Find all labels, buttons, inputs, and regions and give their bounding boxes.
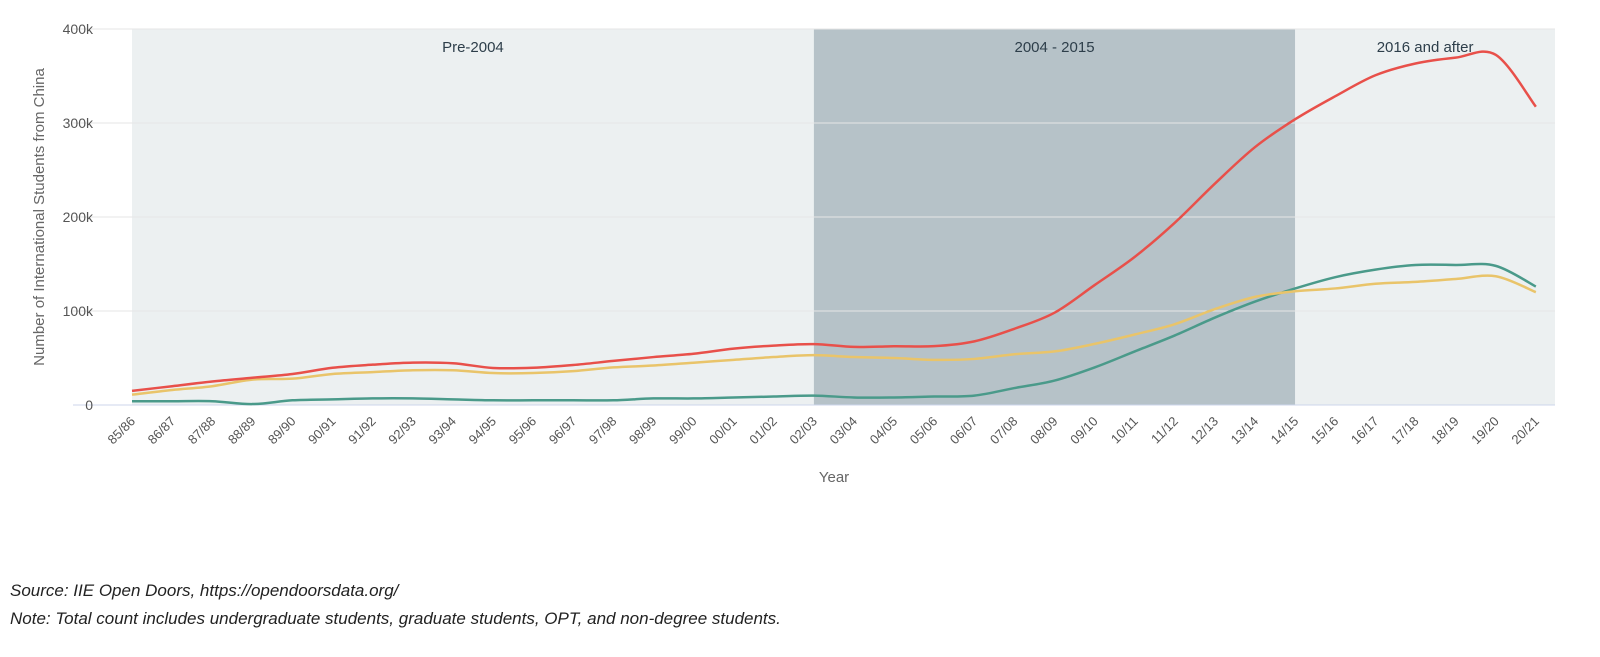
x-tick-label: 97/98 bbox=[586, 414, 620, 448]
x-tick-label: 86/87 bbox=[145, 414, 179, 448]
x-tick-label: 00/01 bbox=[706, 414, 740, 448]
x-tick-label: 11/12 bbox=[1148, 414, 1181, 447]
y-tick-label: 300k bbox=[63, 115, 94, 131]
x-tick-label: 99/00 bbox=[666, 414, 700, 448]
x-tick-label: 19/20 bbox=[1468, 414, 1502, 448]
band-label: Pre-2004 bbox=[442, 39, 504, 56]
y-tick-label: 0 bbox=[85, 397, 93, 413]
x-tick-label: 13/14 bbox=[1228, 414, 1262, 448]
source-note: Source: IIE Open Doors, https://opendoor… bbox=[10, 581, 399, 600]
line-chart: Pre-2004 2004 - 2015 2016 and after 0 100k 2… bbox=[31, 21, 1555, 533]
series-line-graduate-student bbox=[131, 274, 1537, 396]
y-tick-label: 400k bbox=[63, 21, 94, 37]
y-tick-label: 200k bbox=[63, 209, 94, 225]
x-tick-label: 92/93 bbox=[385, 414, 419, 448]
x-tick-label: 06/07 bbox=[947, 414, 981, 448]
y-tick-label: 100k bbox=[63, 303, 94, 319]
x-tick-label: 16/17 bbox=[1348, 414, 1382, 448]
x-tick-label: 85/86 bbox=[105, 414, 139, 448]
x-tick-label: 15/16 bbox=[1308, 414, 1342, 448]
series-line-total bbox=[131, 50, 1537, 393]
x-tick-label: 01/02 bbox=[746, 414, 780, 448]
x-tick-label: 04/05 bbox=[867, 414, 901, 448]
x-tick-label: 08/09 bbox=[1027, 414, 1061, 448]
x-axis-title: Year bbox=[819, 469, 849, 486]
x-tick-label: 96/97 bbox=[546, 414, 580, 448]
x-tick-label: 94/95 bbox=[465, 414, 499, 448]
x-tick-label: 05/06 bbox=[907, 414, 941, 448]
x-tick-label: 18/19 bbox=[1428, 414, 1462, 448]
x-tick-label: 14/15 bbox=[1268, 414, 1302, 448]
x-tick-label: 03/04 bbox=[826, 414, 860, 448]
band-label: 2016 and after bbox=[1377, 39, 1474, 56]
x-tick-label: 93/94 bbox=[425, 414, 459, 448]
x-tick-label: 10/11 bbox=[1108, 414, 1141, 447]
band-label: 2004 - 2015 bbox=[1014, 39, 1094, 56]
x-tick-label: 17/18 bbox=[1388, 414, 1422, 448]
x-tick-label: 90/91 bbox=[305, 414, 339, 448]
x-tick-label: 91/92 bbox=[345, 414, 379, 448]
x-tick-label: 02/03 bbox=[786, 414, 820, 448]
x-tick-label: 98/99 bbox=[626, 414, 660, 448]
x-tick-label: 09/10 bbox=[1067, 414, 1101, 448]
x-tick-label: 87/88 bbox=[185, 414, 219, 448]
x-tick-label: 12/13 bbox=[1187, 414, 1221, 448]
x-tick-label: 95/96 bbox=[506, 414, 540, 448]
x-tick-label: 20/21 bbox=[1508, 414, 1542, 448]
y-axis-title: Number of International Students from Ch… bbox=[31, 68, 48, 366]
x-tick-label: 88/89 bbox=[225, 414, 259, 448]
x-tick-label: 07/08 bbox=[987, 414, 1021, 448]
series-line-undergraduate-student bbox=[132, 262, 1537, 406]
x-tick-label: 89/90 bbox=[265, 414, 299, 448]
footnote: Note: Total count includes undergraduate… bbox=[10, 609, 781, 628]
